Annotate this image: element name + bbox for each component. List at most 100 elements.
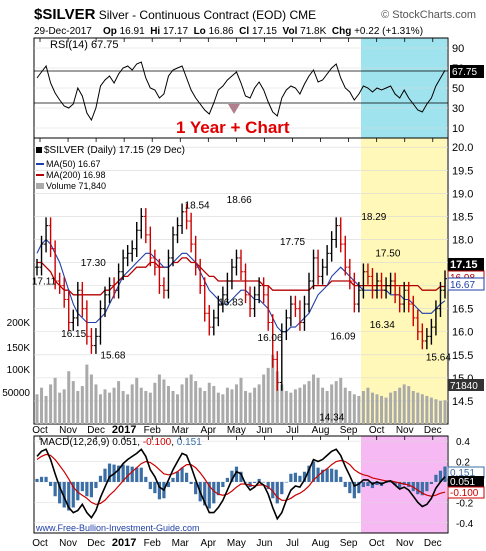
- price-legend: $SILVER (Daily) 17.15 (29 Dec) MA(50) 16…: [36, 145, 185, 191]
- volume-bar: [67, 371, 71, 424]
- volume-bar: [357, 395, 361, 424]
- chart-annotation: 1 Year + Chart: [176, 118, 290, 137]
- price-tick-label: 14.5: [452, 396, 473, 408]
- rsi-badge: 67.75: [452, 67, 477, 78]
- volume-bar: [398, 387, 402, 424]
- macd-hist-bar: [194, 481, 198, 495]
- macd-hist-bar: [44, 476, 48, 482]
- rsi-tick-label: 90: [452, 43, 464, 55]
- macd-badge-macd-bg: [448, 476, 484, 487]
- volume-bar: [262, 374, 266, 424]
- rsi-ticks: 9070503010: [452, 43, 464, 135]
- macd-hist-bar: [234, 466, 239, 482]
- macd-badge-hist: 0.151: [450, 468, 475, 479]
- volume-bar: [339, 377, 343, 424]
- price-tick-label: 20.0: [452, 142, 473, 154]
- price-data-label: 17.50: [375, 249, 400, 260]
- volume-bar: [302, 384, 306, 424]
- macd-hist-bar: [212, 481, 216, 504]
- rsi-badge-bg: [450, 65, 484, 78]
- price-data-label: 18.29: [361, 212, 386, 223]
- volume-bar: [402, 384, 406, 424]
- volume-bar: [370, 392, 374, 424]
- macd-hist-bar: [393, 481, 397, 486]
- volume-label: Vol: [282, 26, 298, 37]
- x-tick-label-bottom: Sep: [340, 538, 358, 549]
- macd-hist-bar: [225, 477, 229, 482]
- macd-label-hist: 0.151: [177, 437, 202, 448]
- macd-hist-bar: [135, 467, 139, 482]
- price-data-label: 17.75: [280, 237, 305, 248]
- macd-hist-bar: [370, 481, 375, 489]
- volume-bar: [76, 391, 80, 424]
- volume-bar: [407, 386, 411, 424]
- volume-bar: [117, 381, 121, 424]
- badge-ma50: 16.67: [450, 280, 475, 291]
- volume-bar: [135, 377, 139, 424]
- macd-hist-bar: [166, 481, 171, 488]
- macd-badge-signal: -0.100: [450, 488, 479, 499]
- volume-value: 71.8K: [300, 26, 327, 37]
- macd-hist-bar: [144, 476, 148, 482]
- volume-bar: [103, 389, 107, 424]
- macd-hist-bar: [67, 481, 71, 511]
- volume-bar: [366, 387, 370, 424]
- macd-line: [36, 448, 446, 521]
- volume-bar: [280, 384, 284, 424]
- volume-bar: [189, 374, 193, 424]
- signal-line: [36, 453, 446, 506]
- volume-bar: [112, 387, 116, 424]
- volume-bar: [216, 392, 220, 424]
- macd-hist-bar: [266, 481, 270, 490]
- macd-hist-bar: [425, 481, 429, 492]
- x-tick-label-bottom: Apr: [201, 538, 217, 549]
- volume-bar: [225, 387, 229, 424]
- volume-bar: [35, 394, 39, 424]
- volume-bar: [411, 391, 415, 424]
- volume-bar: [58, 392, 62, 424]
- legend-volume: Volume 71,840: [46, 181, 106, 191]
- macd-hist-bar: [280, 481, 284, 495]
- volume-bar: [130, 384, 134, 424]
- x-tick-label-bottom: Nov: [396, 538, 414, 549]
- macd-tick-label: 0.2: [456, 458, 470, 469]
- low-label: Lo: [193, 26, 206, 37]
- volume-bar: [257, 384, 261, 424]
- x-tick-label-bottom: Jun: [256, 538, 272, 549]
- volume-bar: [443, 400, 447, 424]
- price-tick-label: 16.5: [452, 304, 473, 316]
- badge-close-bg: [448, 258, 484, 271]
- macd-hist-bar: [39, 476, 44, 482]
- x-axis-ticks: Oct Oct Nov Nov Dec Dec 2017 2017 Feb Feb Mar Mar Ap…: [32, 38, 442, 549]
- macd-hist-bar: [71, 481, 75, 508]
- volume-bar: [71, 381, 75, 424]
- macd-badge-macd: 0.051: [450, 477, 475, 488]
- x-tick-label-bottom: 2017: [112, 537, 136, 549]
- macd-hist-bar: [121, 464, 125, 482]
- x-tick-label-bottom: Mar: [172, 538, 190, 549]
- volume-bar: [284, 391, 288, 424]
- macd-hist-bar: [398, 481, 402, 489]
- macd-hist-bar: [298, 475, 302, 482]
- volume-tick-label: 50000: [2, 388, 30, 399]
- macd-hist-bar: [130, 466, 134, 482]
- volume-bar: [316, 377, 320, 424]
- macd-tick-label: 0.4: [456, 437, 470, 448]
- rsi-grid: [34, 47, 448, 129]
- x-tick-label-bottom: Jul: [286, 538, 299, 549]
- rsi-tick-label: 30: [452, 103, 464, 115]
- volume-bar: [275, 371, 279, 424]
- price-tick-label: 19.0: [452, 188, 473, 200]
- volume-bar: [425, 395, 429, 424]
- volume-bar: [198, 387, 202, 424]
- volume-bar: [166, 386, 170, 424]
- macd-hist-bar: [153, 481, 157, 494]
- price-bars: [35, 203, 447, 391]
- volume-bar: [80, 386, 84, 424]
- volume-bar: [234, 384, 238, 424]
- macd-hist-bar: [352, 481, 356, 499]
- macd-hist-bar: [53, 481, 57, 497]
- volume-bar: [334, 381, 338, 424]
